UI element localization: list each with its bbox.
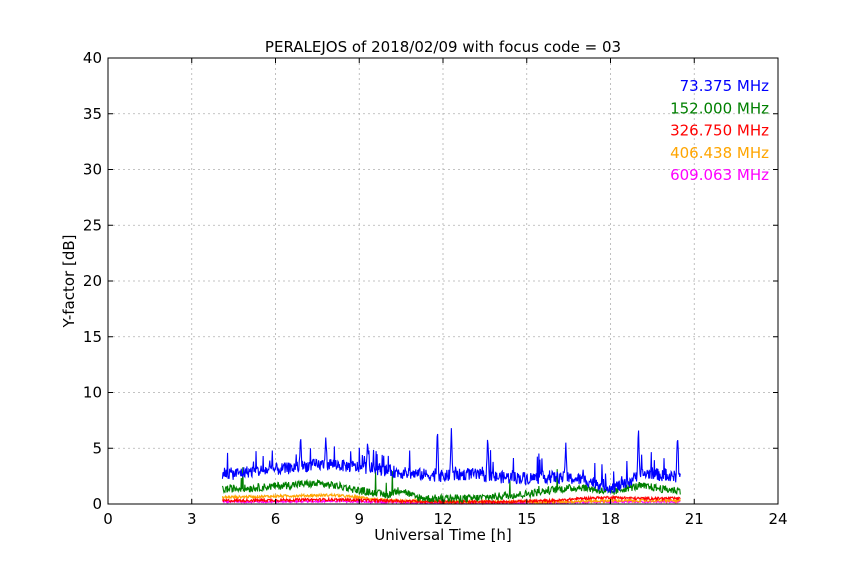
x-tick-label: 9	[354, 510, 364, 528]
x-tick-label: 15	[517, 510, 536, 528]
legend: 73.375 MHz 152.000 MHz 326.750 MHz 406.438 …	[670, 77, 769, 184]
x-tick-label: 3	[187, 510, 197, 528]
x-tick-label: 6	[271, 510, 281, 528]
legend-entry: 609.063 MHz	[670, 166, 769, 184]
y-tick-label: 20	[83, 272, 102, 290]
x-tick-label: 21	[685, 510, 704, 528]
y-tick-label: 0	[92, 495, 102, 513]
y-tick-label: 35	[83, 105, 102, 123]
x-tick-label: 12	[433, 510, 452, 528]
y-tick-label: 40	[83, 49, 102, 67]
legend-entry: 152.000 MHz	[670, 99, 769, 117]
legend-entry: 73.375 MHz	[680, 77, 769, 95]
series-line-0	[221, 428, 681, 494]
legend-entry: 326.750 MHz	[670, 122, 769, 140]
grid	[108, 58, 778, 504]
y-tick-label: 15	[83, 328, 102, 346]
x-tick-label: 0	[103, 510, 113, 528]
series-layer	[221, 428, 681, 506]
series-line-2	[221, 494, 681, 505]
x-tick-label: 24	[768, 510, 787, 528]
chart-title: PERALEJOS of 2018/02/09 with focus code …	[265, 38, 621, 56]
x-axis-label: Universal Time [h]	[374, 526, 512, 544]
axis-ticks: 0 3 6 9 12 15 18 21 24 0 5 10 15 20 25 30 35 40	[83, 49, 788, 528]
y-tick-label: 25	[83, 216, 102, 234]
y-axis-label: Y-factor [dB]	[60, 234, 78, 328]
y-tick-label: 30	[83, 161, 102, 179]
legend-entry: 406.438 MHz	[670, 144, 769, 162]
x-tick-label: 18	[601, 510, 620, 528]
series-line-1	[221, 467, 681, 504]
y-tick-label: 10	[83, 384, 102, 402]
y-tick-label: 5	[92, 439, 102, 457]
